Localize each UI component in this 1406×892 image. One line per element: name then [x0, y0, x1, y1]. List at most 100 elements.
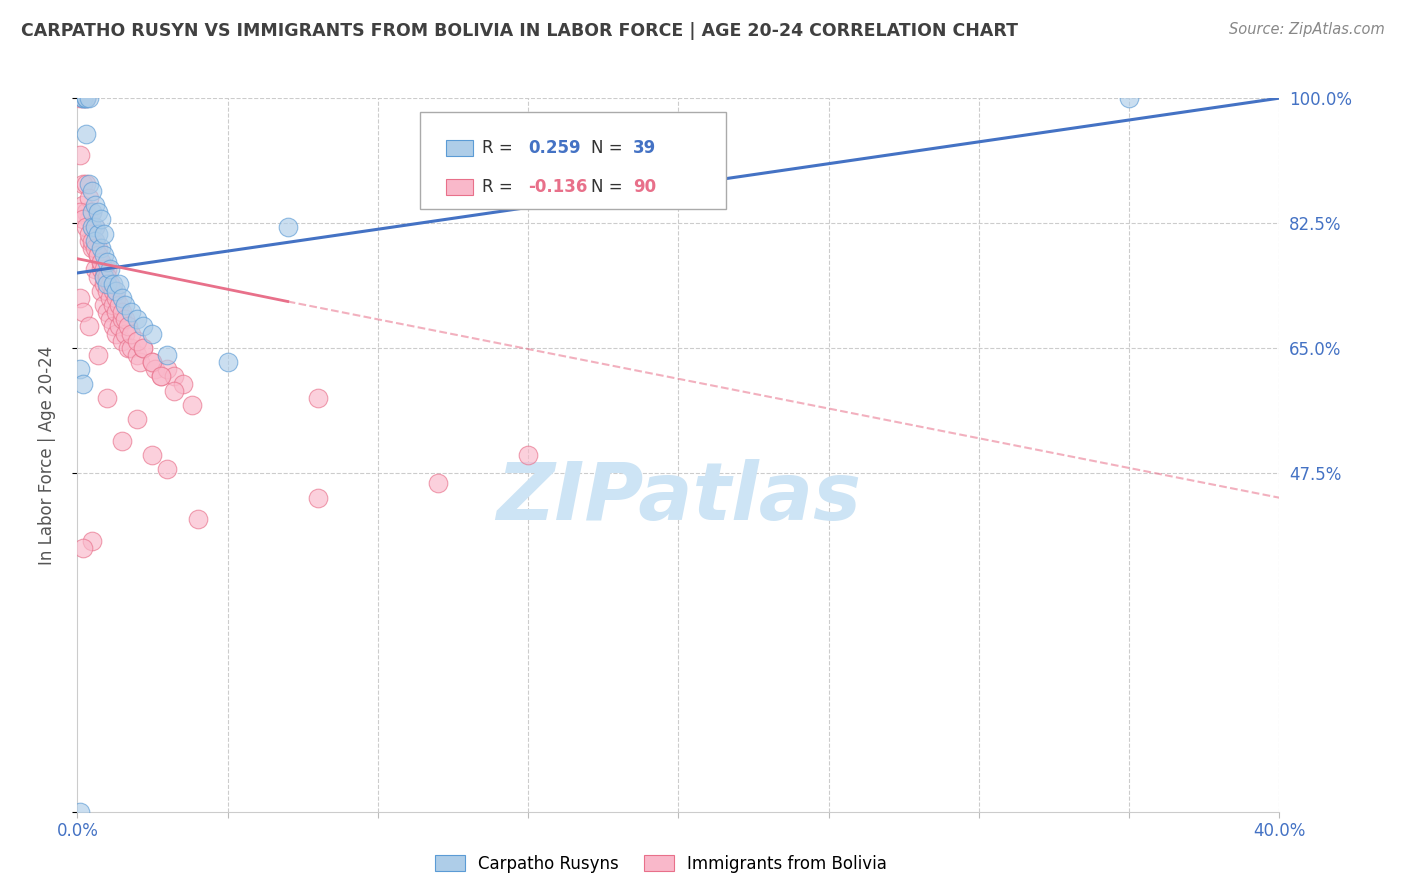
Point — [93, 227, 115, 241]
Point — [111, 312, 134, 326]
Point — [145, 362, 167, 376]
Point — [82, 219, 104, 234]
Point — [72, 376, 94, 391]
Point — [75, 205, 97, 219]
Point — [111, 291, 134, 305]
Point — [180, 398, 202, 412]
Point — [427, 476, 450, 491]
Point — [93, 262, 115, 277]
Point — [277, 219, 299, 234]
Legend: Carpatho Rusyns, Immigrants from Bolivia: Carpatho Rusyns, Immigrants from Bolivia — [427, 848, 894, 880]
Point — [84, 234, 107, 248]
Point — [72, 91, 94, 105]
Point — [120, 326, 142, 341]
Point — [87, 227, 110, 241]
Point — [90, 262, 112, 277]
Point — [79, 212, 101, 227]
Point — [75, 177, 97, 191]
Point — [141, 326, 163, 341]
Point — [87, 205, 110, 219]
Point — [132, 319, 155, 334]
Y-axis label: In Labor Force | Age 20-24: In Labor Force | Age 20-24 — [38, 345, 56, 565]
Point — [108, 319, 131, 334]
Point — [100, 291, 122, 305]
Point — [87, 241, 110, 255]
Point — [90, 241, 112, 255]
Point — [127, 412, 149, 426]
Point — [87, 269, 110, 284]
Point — [69, 805, 91, 819]
Point — [69, 362, 91, 376]
Point — [117, 319, 139, 334]
Point — [69, 148, 91, 162]
Point — [1118, 91, 1140, 105]
Point — [96, 305, 118, 319]
Point — [79, 191, 101, 205]
Point — [156, 462, 179, 476]
Point — [69, 291, 91, 305]
Text: 39: 39 — [633, 139, 657, 157]
FancyBboxPatch shape — [420, 112, 727, 209]
Point — [187, 512, 209, 526]
Point — [84, 262, 107, 277]
Point — [69, 91, 91, 105]
Point — [90, 255, 112, 269]
Point — [87, 248, 110, 262]
Point — [93, 298, 115, 312]
Point — [96, 284, 118, 298]
Point — [307, 491, 329, 505]
Point — [72, 541, 94, 555]
Point — [82, 205, 104, 219]
Point — [103, 319, 125, 334]
Point — [150, 369, 173, 384]
Point — [75, 91, 97, 105]
Point — [111, 334, 134, 348]
Point — [93, 269, 115, 284]
Point — [105, 326, 128, 341]
Point — [127, 334, 149, 348]
Bar — [446, 140, 472, 156]
Point — [82, 234, 104, 248]
Point — [84, 241, 107, 255]
Point — [90, 255, 112, 269]
Point — [96, 391, 118, 405]
Point — [79, 234, 101, 248]
Point — [100, 277, 122, 291]
Point — [82, 184, 104, 198]
Point — [156, 362, 179, 376]
Point — [100, 312, 122, 326]
Bar — [446, 179, 472, 194]
Point — [75, 91, 97, 105]
Point — [217, 355, 239, 369]
Point — [103, 277, 125, 291]
Point — [108, 298, 131, 312]
Text: -0.136: -0.136 — [529, 178, 588, 196]
Point — [141, 355, 163, 369]
Point — [156, 348, 179, 362]
Point — [517, 448, 540, 462]
Point — [82, 533, 104, 548]
Point — [172, 376, 194, 391]
Point — [79, 227, 101, 241]
Point — [84, 219, 107, 234]
Point — [96, 262, 118, 277]
Text: CARPATHO RUSYN VS IMMIGRANTS FROM BOLIVIA IN LABOR FORCE | AGE 20-24 CORRELATION: CARPATHO RUSYN VS IMMIGRANTS FROM BOLIVI… — [21, 22, 1018, 40]
Point — [75, 127, 97, 141]
Point — [105, 284, 128, 298]
Text: 0.259: 0.259 — [529, 139, 581, 157]
Point — [84, 198, 107, 212]
Point — [79, 177, 101, 191]
Point — [82, 241, 104, 255]
Point — [141, 448, 163, 462]
Text: Source: ZipAtlas.com: Source: ZipAtlas.com — [1229, 22, 1385, 37]
Point — [132, 341, 155, 355]
Point — [120, 305, 142, 319]
Point — [72, 177, 94, 191]
Point — [75, 91, 97, 105]
Point — [79, 319, 101, 334]
Point — [84, 219, 107, 234]
Point — [103, 298, 125, 312]
Text: N =: N = — [591, 178, 627, 196]
Point — [93, 248, 115, 262]
Point — [162, 384, 184, 398]
